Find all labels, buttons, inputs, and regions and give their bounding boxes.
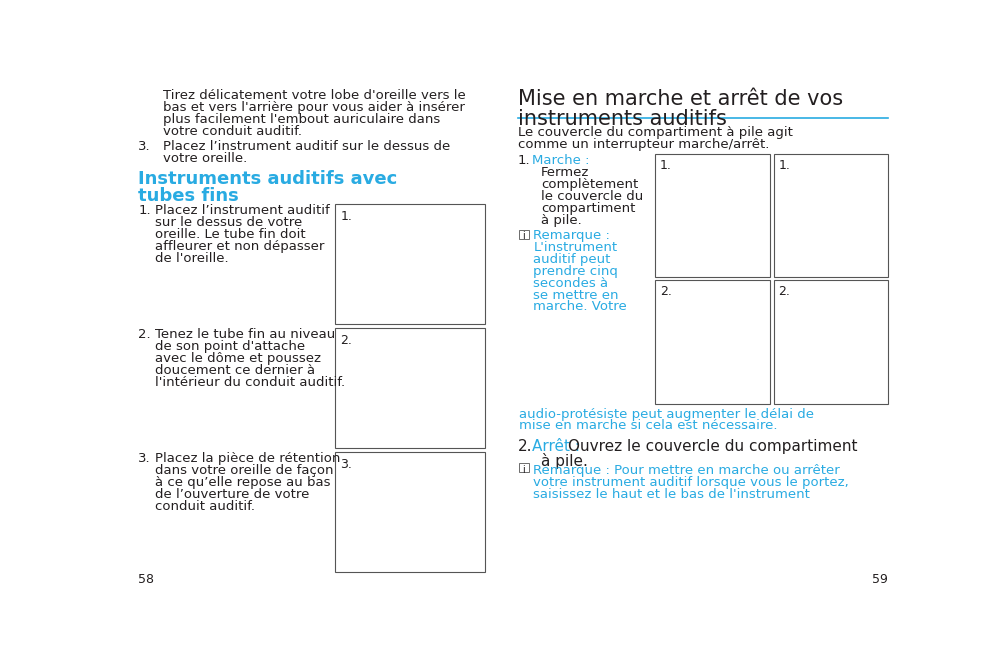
Text: votre conduit auditif.: votre conduit auditif. xyxy=(163,124,302,138)
Bar xyxy=(655,154,770,278)
Text: tubes fins: tubes fins xyxy=(138,187,239,205)
Text: de l'oreille.: de l'oreille. xyxy=(155,252,228,265)
Text: instruments auditifs: instruments auditifs xyxy=(517,109,727,128)
Text: Marche :: Marche : xyxy=(532,154,589,167)
Text: i: i xyxy=(521,464,524,474)
Text: 3.: 3. xyxy=(138,452,151,465)
Text: i: i xyxy=(521,231,524,242)
Text: secondes à: secondes à xyxy=(533,276,609,290)
Text: Remarque : Pour mettre en marche ou arrêter: Remarque : Pour mettre en marche ou arrê… xyxy=(533,464,840,477)
Text: marche. Votre: marche. Votre xyxy=(533,300,627,314)
Text: plus facilement l'embout auriculaire dans: plus facilement l'embout auriculaire dan… xyxy=(163,112,440,126)
Bar xyxy=(774,280,889,403)
Text: complètement: complètement xyxy=(541,178,638,191)
Text: votre oreille.: votre oreille. xyxy=(163,153,247,165)
Text: Placez l’instrument auditif: Placez l’instrument auditif xyxy=(155,204,330,217)
Text: oreille. Le tube fin doit: oreille. Le tube fin doit xyxy=(155,228,306,241)
Bar xyxy=(774,154,889,278)
Text: 1.: 1. xyxy=(517,154,530,167)
Text: Placez la pièce de rétention: Placez la pièce de rétention xyxy=(155,452,341,465)
Text: compartiment: compartiment xyxy=(541,202,636,215)
Text: 3.: 3. xyxy=(341,458,353,470)
Text: bas et vers l'arrière pour vous aider à insérer: bas et vers l'arrière pour vous aider à … xyxy=(163,101,465,114)
Bar xyxy=(335,452,485,571)
Text: Remarque :: Remarque : xyxy=(533,229,611,242)
Bar xyxy=(655,280,770,403)
Text: se mettre en: se mettre en xyxy=(533,288,619,302)
Bar xyxy=(519,229,529,239)
Text: Le couvercle du compartiment à pile agit: Le couvercle du compartiment à pile agit xyxy=(517,126,792,138)
Text: dans votre oreille de façon: dans votre oreille de façon xyxy=(155,464,334,477)
Bar xyxy=(335,328,485,448)
Text: Ouvrez le couvercle du compartiment: Ouvrez le couvercle du compartiment xyxy=(568,439,858,454)
Text: affleurer et non dépasser: affleurer et non dépasser xyxy=(155,240,325,253)
Text: à pile.: à pile. xyxy=(541,214,582,227)
Text: prendre cinq: prendre cinq xyxy=(533,265,619,278)
Text: 1.: 1. xyxy=(138,204,151,217)
Text: comme un interrupteur marche/arrêt.: comme un interrupteur marche/arrêt. xyxy=(517,138,770,151)
Text: 2.: 2. xyxy=(341,334,353,347)
Text: Mise en marche et arrêt de vos: Mise en marche et arrêt de vos xyxy=(517,89,843,109)
Text: mise en marche si cela est nécessaire.: mise en marche si cela est nécessaire. xyxy=(519,419,778,432)
Text: de son point d'attache: de son point d'attache xyxy=(155,340,305,353)
Bar xyxy=(519,463,529,472)
Text: avec le dôme et poussez: avec le dôme et poussez xyxy=(155,352,321,365)
Text: auditif peut: auditif peut xyxy=(533,253,611,266)
Text: l'intérieur du conduit auditif.: l'intérieur du conduit auditif. xyxy=(155,376,346,389)
Text: 1.: 1. xyxy=(341,209,353,223)
Text: 2.: 2. xyxy=(779,285,790,298)
Text: 59: 59 xyxy=(872,573,888,586)
Text: à pile.: à pile. xyxy=(541,453,588,469)
Text: 1.: 1. xyxy=(659,159,671,172)
Text: Placez l’instrument auditif sur le dessus de: Placez l’instrument auditif sur le dessu… xyxy=(163,140,450,153)
Text: votre instrument auditif lorsque vous le portez,: votre instrument auditif lorsque vous le… xyxy=(533,476,849,488)
Text: L'instrument: L'instrument xyxy=(533,241,618,254)
Text: Fermez: Fermez xyxy=(541,166,590,179)
Text: saisissez le haut et le bas de l'instrument: saisissez le haut et le bas de l'instrum… xyxy=(533,488,810,500)
Text: audio-protésiste peut augmenter le délai de: audio-protésiste peut augmenter le délai… xyxy=(519,407,814,421)
Text: Instruments auditifs avec: Instruments auditifs avec xyxy=(138,171,397,189)
Text: Tenez le tube fin au niveau: Tenez le tube fin au niveau xyxy=(155,328,336,341)
Text: 1.: 1. xyxy=(779,159,790,172)
Text: 3.: 3. xyxy=(138,140,151,153)
Text: doucement ce dernier à: doucement ce dernier à xyxy=(155,364,315,377)
Text: conduit auditif.: conduit auditif. xyxy=(155,500,255,513)
Text: 2.: 2. xyxy=(138,328,151,341)
Text: 2.: 2. xyxy=(659,285,671,298)
Bar xyxy=(335,204,485,324)
Text: 2.: 2. xyxy=(517,439,532,454)
Text: sur le dessus de votre: sur le dessus de votre xyxy=(155,216,303,229)
Text: 58: 58 xyxy=(138,573,154,586)
Text: de l’ouverture de votre: de l’ouverture de votre xyxy=(155,488,310,501)
Text: le couvercle du: le couvercle du xyxy=(541,190,643,203)
Text: Tirez délicatement votre lobe d'oreille vers le: Tirez délicatement votre lobe d'oreille … xyxy=(163,89,466,102)
Text: à ce qu’elle repose au bas: à ce qu’elle repose au bas xyxy=(155,476,331,489)
Text: Arrêt :: Arrêt : xyxy=(532,439,580,454)
